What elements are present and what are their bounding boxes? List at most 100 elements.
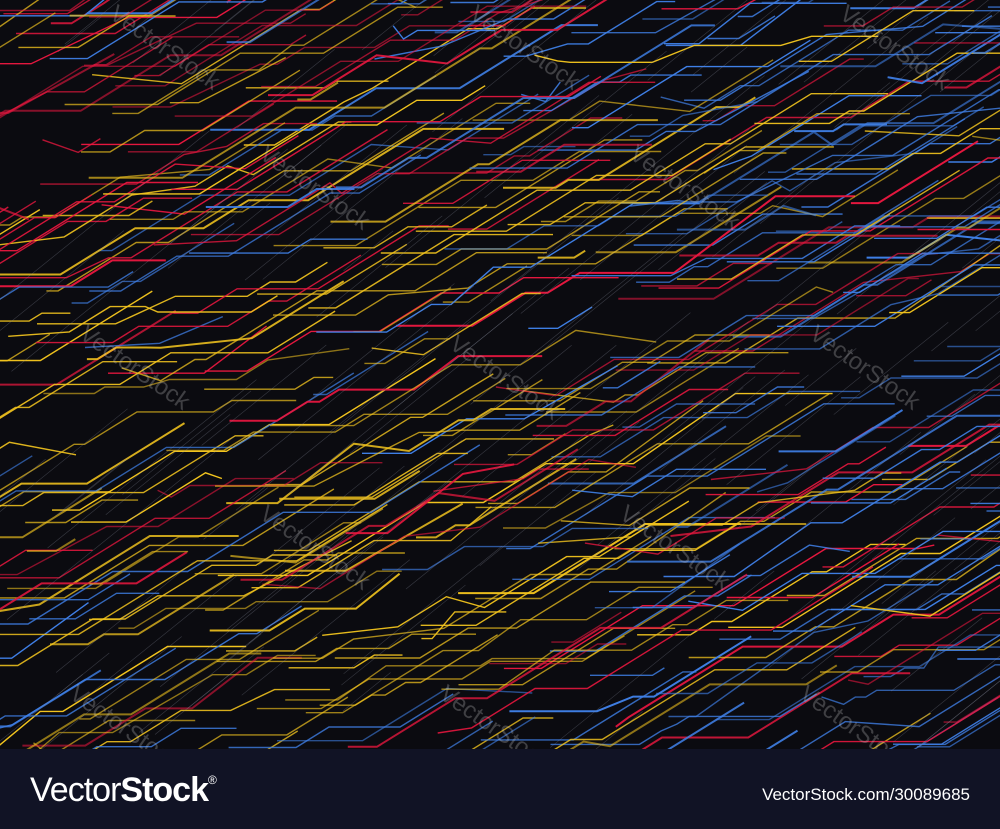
circuit-line [641, 262, 772, 287]
thin-streak-line [952, 10, 993, 44]
thin-streak-line [881, 560, 935, 604]
circuit-line [503, 435, 801, 529]
circuit-line [726, 214, 891, 263]
circuit-line [94, 688, 330, 749]
thin-streak-line [933, 461, 1000, 516]
circuit-line [240, 448, 579, 581]
circuit-line [308, 233, 553, 309]
circuit-line [937, 634, 1000, 651]
thin-streak-line [159, 0, 255, 77]
circuit-line [169, 56, 287, 104]
circuit-line [551, 390, 861, 458]
thin-streak-line [405, 410, 628, 590]
circuit-line [830, 564, 1000, 611]
circuit-line [0, 422, 186, 499]
thin-streak-line [55, 561, 194, 673]
thin-streak-line [214, 0, 254, 32]
circuit-line [503, 96, 756, 189]
circuit-line [546, 347, 740, 413]
thin-streak-line [385, 95, 600, 268]
circuit-line [503, 544, 935, 670]
circuit-line [489, 643, 627, 665]
circuit-line [0, 0, 335, 119]
circuit-line [382, 527, 649, 571]
thin-streak-line [415, 344, 617, 507]
circuit-line [84, 13, 307, 66]
circuit-line [401, 0, 443, 16]
circuit-line [684, 0, 967, 101]
thin-streak-line [64, 0, 121, 45]
circuit-line [779, 88, 1000, 146]
thin-streak-line [858, 540, 1000, 656]
thin-streak-line [0, 230, 125, 331]
circuit-line [618, 215, 1000, 300]
circuit-line [936, 534, 1000, 543]
thin-streak-line [473, 0, 541, 54]
circuit-line [0, 271, 134, 300]
circuit-line [294, 438, 554, 498]
circuit-line [506, 286, 834, 390]
circuit-line [505, 366, 756, 416]
thin-streak-line [658, 182, 768, 271]
circuit-line [0, 12, 56, 48]
circuit-line [864, 109, 1000, 137]
circuit-line [458, 0, 541, 23]
circuit-line [972, 609, 1000, 611]
thin-streak-line [343, 545, 503, 675]
circuit-line [109, 102, 531, 220]
thin-streak-line [138, 633, 262, 733]
thin-streak-line [0, 674, 83, 742]
thin-streak-line [484, 50, 667, 199]
circuit-line [913, 347, 1000, 362]
circuit-line [663, 434, 1000, 578]
thin-streak-line [258, 465, 405, 584]
thin-streak-line [470, 232, 684, 405]
circuit-line [279, 470, 421, 500]
circuit-line [642, 0, 725, 20]
circuit-line [0, 333, 51, 362]
circuit-line [25, 499, 139, 524]
thin-streak-line [122, 390, 252, 495]
circuit-line [277, 687, 533, 742]
thin-streak-line [489, 0, 532, 34]
thin-streak-line [587, 113, 633, 151]
circuit-line [926, 394, 1000, 417]
thin-streak-line [187, 668, 238, 709]
thin-streak-line [56, 652, 110, 696]
circuit-line [472, 59, 774, 121]
thin-streak-line [576, 458, 716, 571]
thin-streak-line [892, 655, 1000, 743]
circuit-line [874, 206, 1000, 239]
circuit-line [0, 121, 352, 246]
circuit-line [42, 200, 153, 217]
circuit-line [901, 353, 1000, 377]
thin-streak-line [953, 532, 1000, 571]
circuit-line [0, 503, 388, 636]
thin-streak-line [6, 437, 234, 620]
circuit-line [549, 574, 752, 652]
circuit-line [773, 545, 1000, 632]
circuit-line [285, 502, 464, 572]
thin-streak-line [265, 124, 408, 239]
circuit-line [647, 244, 1000, 364]
circuit-line [954, 10, 1000, 12]
circuit-line [89, 0, 153, 18]
thin-streak-line [803, 0, 907, 83]
circuit-line [89, 550, 189, 585]
circuit-line [0, 602, 89, 659]
circuit-line [43, 348, 350, 395]
circuit-line [370, 0, 428, 5]
circuit-line [656, 631, 863, 695]
circuit-line [677, 169, 960, 280]
circuit-line [323, 204, 488, 249]
circuit-line [703, 386, 805, 414]
circuit-line [509, 635, 752, 713]
circuit-line [796, 118, 966, 175]
circuit-line [595, 185, 782, 254]
circuit-line [42, 138, 101, 154]
circuit-line [226, 408, 566, 505]
circuit-line [458, 627, 676, 686]
circuit-line [615, 575, 1000, 728]
circuit-line [528, 306, 593, 329]
circuit-line [970, 474, 1000, 476]
